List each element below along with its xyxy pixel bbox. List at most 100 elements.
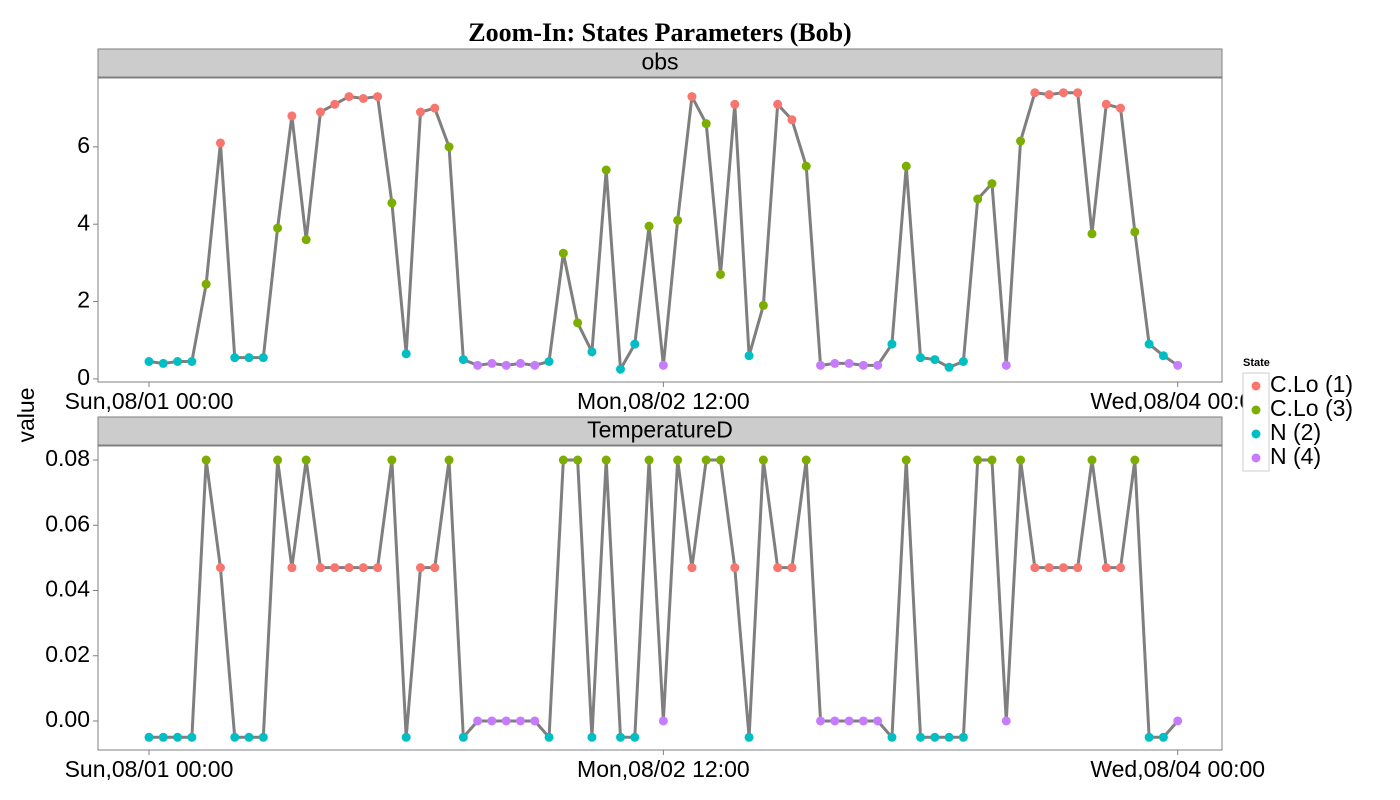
data-point xyxy=(215,138,225,148)
data-point xyxy=(444,142,454,152)
data-point xyxy=(1158,351,1168,361)
data-point xyxy=(1130,455,1140,465)
data-point xyxy=(373,92,383,102)
data-point xyxy=(287,111,297,121)
data-point xyxy=(601,455,611,465)
data-point xyxy=(201,279,211,289)
data-point xyxy=(1058,88,1068,98)
data-point xyxy=(544,357,554,367)
data-point xyxy=(201,455,211,465)
data-point xyxy=(987,179,997,189)
legend-label: C.Lo (1) xyxy=(1270,371,1353,397)
data-point xyxy=(1116,563,1126,573)
data-point xyxy=(1101,563,1111,573)
data-point xyxy=(1087,229,1097,239)
x-tick-label: Sun,08/01 00:00 xyxy=(65,388,234,414)
data-point xyxy=(1173,360,1183,370)
data-point xyxy=(558,248,568,258)
data-point xyxy=(487,358,497,368)
data-point xyxy=(844,716,854,726)
data-point xyxy=(630,339,640,349)
data-point xyxy=(1073,88,1083,98)
data-point xyxy=(830,358,840,368)
data-point xyxy=(873,716,883,726)
data-point xyxy=(373,563,383,573)
data-point xyxy=(301,455,311,465)
legend-marker xyxy=(1251,429,1261,439)
data-point xyxy=(1001,716,1011,726)
legend-label: N (4) xyxy=(1270,443,1321,469)
y-tick-label: 2 xyxy=(77,287,90,313)
data-point xyxy=(901,455,911,465)
data-point xyxy=(173,357,183,367)
data-point xyxy=(687,92,697,102)
data-point xyxy=(601,165,611,175)
y-axis-label: value xyxy=(13,388,39,443)
x-tick-label: Sun,08/01 00:00 xyxy=(65,756,234,782)
data-point xyxy=(301,235,311,245)
y-tick-label: 0 xyxy=(77,364,90,390)
data-point xyxy=(701,455,711,465)
x-tick-label: Mon,08/02 12:00 xyxy=(577,756,750,782)
data-point xyxy=(744,732,754,742)
data-point xyxy=(1101,99,1111,109)
data-point xyxy=(958,357,968,367)
data-point xyxy=(944,362,954,372)
data-point xyxy=(187,357,197,367)
data-point xyxy=(773,99,783,109)
data-point xyxy=(444,455,454,465)
data-point xyxy=(1044,563,1054,573)
data-point xyxy=(958,732,968,742)
data-point xyxy=(987,455,997,465)
data-point xyxy=(830,716,840,726)
data-point xyxy=(158,358,168,368)
y-tick-label: 4 xyxy=(77,209,90,235)
data-point xyxy=(473,360,483,370)
data-point xyxy=(1158,732,1168,742)
data-point xyxy=(430,103,440,113)
data-point xyxy=(873,360,883,370)
x-tick-label: Wed,08/04 00:00 xyxy=(1090,388,1265,414)
data-point xyxy=(244,353,254,363)
data-point xyxy=(801,455,811,465)
data-point xyxy=(930,355,940,365)
data-point xyxy=(658,716,668,726)
data-point xyxy=(1144,732,1154,742)
data-point xyxy=(530,360,540,370)
data-point xyxy=(658,360,668,370)
legend-label: C.Lo (3) xyxy=(1270,395,1353,421)
data-point xyxy=(501,716,511,726)
data-point xyxy=(358,93,368,103)
data-point xyxy=(501,360,511,370)
data-point xyxy=(816,360,826,370)
y-tick-label: 6 xyxy=(77,132,90,158)
data-point xyxy=(401,732,411,742)
data-point xyxy=(415,107,425,117)
data-point xyxy=(558,455,568,465)
data-point xyxy=(615,732,625,742)
legend-marker xyxy=(1251,381,1261,391)
data-point xyxy=(530,716,540,726)
data-point xyxy=(730,563,740,573)
data-point xyxy=(673,455,683,465)
data-point xyxy=(415,563,425,573)
data-point xyxy=(887,732,897,742)
data-point xyxy=(287,563,297,573)
data-point xyxy=(773,563,783,573)
data-point xyxy=(587,347,597,357)
data-point xyxy=(944,732,954,742)
data-point xyxy=(458,355,468,365)
data-point xyxy=(330,563,340,573)
data-point xyxy=(673,215,683,225)
chart-title: Zoom-In: States Parameters (Bob) xyxy=(468,18,851,47)
data-point xyxy=(158,732,168,742)
legend-title: State xyxy=(1243,357,1270,369)
data-point xyxy=(801,161,811,171)
data-point xyxy=(587,732,597,742)
data-point xyxy=(973,455,983,465)
data-point xyxy=(358,563,368,573)
data-point xyxy=(916,353,926,363)
data-point xyxy=(1073,563,1083,573)
data-point xyxy=(744,351,754,361)
